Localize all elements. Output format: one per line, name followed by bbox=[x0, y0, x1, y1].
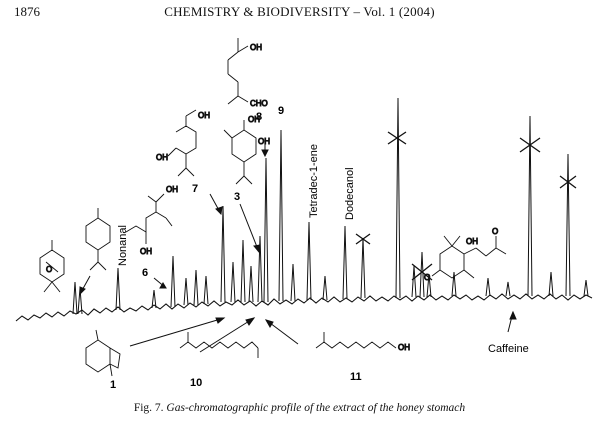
compound-number-3: 3 bbox=[234, 191, 240, 203]
structure-diol-a bbox=[125, 193, 173, 244]
peak-small-k bbox=[485, 277, 491, 297]
peak-caffeine bbox=[505, 281, 511, 297]
compound-number-8: 8 bbox=[256, 111, 262, 123]
compound-number-11: 11 bbox=[350, 371, 362, 383]
peak-small-l bbox=[548, 271, 554, 297]
figure-caption: Fig. 7. Gas-chromatographic profile of t… bbox=[0, 402, 599, 414]
page-header: 1876 CHEMISTRY & BIODIVERSITY – Vol. 1 (… bbox=[0, 4, 599, 22]
arrow-cineole bbox=[79, 275, 91, 296]
structure-11 bbox=[315, 332, 397, 349]
peak-small-e bbox=[230, 261, 236, 303]
peak-crossed-tall-2 bbox=[527, 115, 533, 297]
peak-nonanal bbox=[115, 267, 121, 311]
structure-8 bbox=[227, 38, 249, 105]
chromatogram-baseline bbox=[15, 293, 593, 322]
arrow-10 bbox=[199, 317, 256, 353]
structure-3-oh-label-2: OH bbox=[258, 137, 270, 146]
peak-cineole-1 bbox=[72, 281, 78, 315]
ionone-oxygen-label-1: O bbox=[424, 273, 430, 282]
structure-limonene bbox=[85, 208, 111, 271]
peak-8 bbox=[263, 157, 269, 303]
cross-mark-5 bbox=[559, 175, 577, 189]
structure-3 bbox=[223, 120, 257, 185]
arrow-7 bbox=[209, 193, 223, 216]
peak-small-a bbox=[151, 289, 157, 309]
label-caffeine: Caffeine bbox=[488, 343, 529, 355]
structure-11-oh-label: OH bbox=[398, 343, 410, 352]
peak-7 bbox=[220, 205, 226, 303]
structure-8-oh-label: OH bbox=[250, 43, 262, 52]
structure-cineole bbox=[39, 240, 65, 293]
ionone-oxygen-label-2: O bbox=[492, 227, 498, 236]
compound-number-10: 10 bbox=[190, 377, 202, 389]
peak-6 bbox=[170, 255, 176, 308]
cineole-oxygen-label: O bbox=[46, 265, 52, 274]
arrow-1 bbox=[129, 317, 226, 347]
peak-small-f bbox=[240, 239, 246, 303]
structure-7-oh-label-2: OH bbox=[156, 153, 168, 162]
compound-number-9: 9 bbox=[278, 105, 284, 117]
peak-dodecanol bbox=[342, 225, 348, 300]
figure-caption-text: Gas-chromatographic profile of the extra… bbox=[166, 402, 466, 414]
cross-mark-1 bbox=[355, 233, 371, 245]
arrow-8 bbox=[261, 138, 269, 158]
peak-crossed-tall-3 bbox=[565, 153, 571, 297]
compound-number-6: 6 bbox=[142, 267, 148, 279]
label-tetradecene: Tetradec-1-ene bbox=[308, 144, 320, 218]
ionone-oh-label: OH bbox=[466, 237, 478, 246]
peak-small-g bbox=[248, 265, 254, 303]
peak-cluster-3 bbox=[426, 273, 432, 298]
cross-mark-3 bbox=[411, 263, 433, 281]
compound-number-7: 7 bbox=[192, 183, 198, 195]
arrow-3 bbox=[239, 203, 261, 254]
label-nonanal: Nonanal bbox=[117, 225, 129, 266]
journal-title: CHEMISTRY & BIODIVERSITY – Vol. 1 (2004) bbox=[164, 4, 435, 19]
compound-number-1: 1 bbox=[110, 379, 116, 391]
arrow-11 bbox=[264, 319, 299, 345]
structure-3-oh-label-1: OH bbox=[248, 115, 260, 124]
peak-cluster-1 bbox=[411, 265, 417, 298]
cross-mark-2 bbox=[387, 131, 407, 145]
peak-crossed-tall-1 bbox=[395, 97, 401, 299]
label-dodecanol: Dodecanol bbox=[344, 167, 356, 220]
peak-crossed-1 bbox=[360, 237, 366, 299]
diol-a-oh-label-1: OH bbox=[166, 185, 178, 194]
diol-a-oh-label-2: OH bbox=[140, 247, 152, 256]
peak-9 bbox=[278, 129, 284, 302]
page-number: 1876 bbox=[14, 4, 40, 19]
structure-7 bbox=[167, 109, 197, 177]
peak-small-h bbox=[290, 263, 296, 302]
structure-7-oh-label-1: OH bbox=[198, 111, 210, 120]
peak-small-i bbox=[322, 275, 328, 301]
arrow-caffeine bbox=[507, 310, 517, 333]
peak-small-j bbox=[451, 271, 457, 297]
peak-small-c bbox=[193, 269, 199, 306]
cross-mark-4 bbox=[519, 137, 541, 153]
figure-caption-label: Fig. 7. bbox=[133, 402, 164, 414]
structure-ionone bbox=[431, 235, 507, 279]
peak-small-d bbox=[203, 275, 209, 305]
chromatogram-svg: O OH OH OH OH bbox=[15, 38, 593, 391]
peak-small-b bbox=[183, 277, 189, 306]
chromatogram-figure: O OH OH OH OH bbox=[0, 26, 599, 396]
arrow-6 bbox=[153, 277, 167, 289]
structure-8-cho-label: CHO bbox=[250, 99, 268, 108]
peak-cluster-2 bbox=[419, 251, 425, 298]
peak-small-m bbox=[583, 279, 589, 297]
peak-tetradecene bbox=[306, 221, 312, 301]
structure-10 bbox=[179, 332, 259, 358]
structure-1 bbox=[85, 329, 121, 377]
peak-3 bbox=[257, 235, 263, 303]
